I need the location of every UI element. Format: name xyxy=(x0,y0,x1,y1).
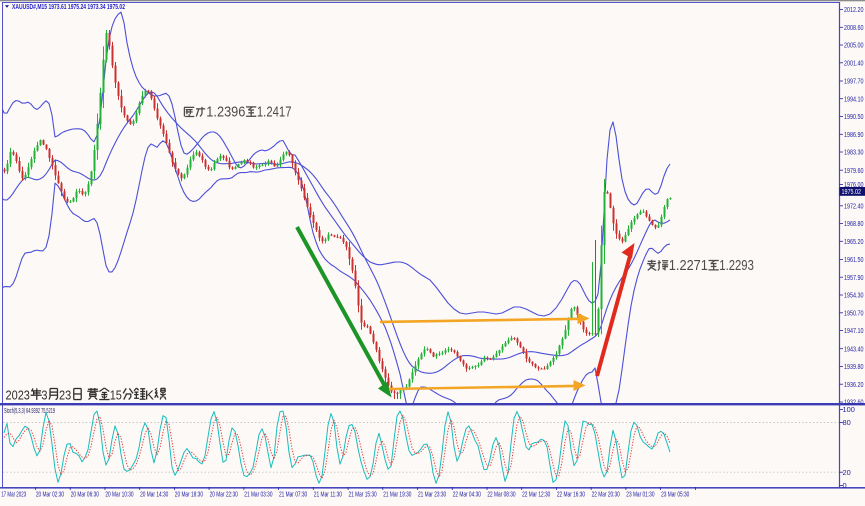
svg-text:1975.02: 1975.02 xyxy=(842,187,862,196)
svg-text:1957.90: 1957.90 xyxy=(844,273,864,282)
svg-text:22 Mar 08:30: 22 Mar 08:30 xyxy=(487,492,515,499)
svg-text:2005.00: 2005.00 xyxy=(844,41,864,50)
svg-text:1990.50: 1990.50 xyxy=(844,112,864,121)
svg-text:2012.20: 2012.20 xyxy=(844,5,864,14)
svg-text:2023: 2023 xyxy=(6,387,30,402)
svg-text:XAUUSD#,M15 1973.61 1975.24 1: XAUUSD#,M15 1973.61 1975.24 1973.34 1975… xyxy=(12,2,125,11)
svg-text:1968.80: 1968.80 xyxy=(844,219,864,228)
svg-text:22 Mar 16:30: 22 Mar 16:30 xyxy=(557,492,585,499)
svg-text:1936.20: 1936.20 xyxy=(844,380,864,389)
svg-text:2008.60: 2008.60 xyxy=(844,23,864,32)
svg-text:Stoch(5,3,3) 64.9392 75.5219: Stoch(5,3,3) 64.9392 75.5219 xyxy=(4,408,55,415)
svg-text:21 Mar 23:30: 21 Mar 23:30 xyxy=(418,492,446,499)
svg-text:20 Mar 02:30: 20 Mar 02:30 xyxy=(36,492,64,499)
svg-text:20 Mar 14:30: 20 Mar 14:30 xyxy=(140,492,168,499)
svg-text:21 Mar 11:30: 21 Mar 11:30 xyxy=(314,492,342,499)
svg-text:1997.70: 1997.70 xyxy=(844,77,864,86)
svg-text:80: 80 xyxy=(843,418,851,427)
svg-text:1994.10: 1994.10 xyxy=(844,94,864,103)
svg-text:21 Mar 19:30: 21 Mar 19:30 xyxy=(383,492,411,499)
svg-text:1979.60: 1979.60 xyxy=(844,166,864,175)
svg-text:17 Mar 2023: 17 Mar 2023 xyxy=(1,492,26,499)
svg-text:1972.40: 1972.40 xyxy=(844,201,864,210)
svg-text:2001.40: 2001.40 xyxy=(844,58,864,67)
svg-text:22 Mar 12:30: 22 Mar 12:30 xyxy=(522,492,550,499)
svg-text:20 Mar 10:30: 20 Mar 10:30 xyxy=(105,492,133,499)
svg-text:1950.70: 1950.70 xyxy=(844,308,864,317)
svg-text:1961.50: 1961.50 xyxy=(844,255,864,264)
svg-text:K: K xyxy=(145,387,154,402)
svg-text:21 Mar 03:30: 21 Mar 03:30 xyxy=(244,492,272,499)
svg-text:21 Mar 07:30: 21 Mar 07:30 xyxy=(279,492,307,499)
svg-text:1947.10: 1947.10 xyxy=(844,326,864,335)
svg-text:23 Mar 01:30: 23 Mar 01:30 xyxy=(626,492,654,499)
svg-text:22 Mar 20:30: 22 Mar 20:30 xyxy=(592,492,620,499)
svg-text:1939.80: 1939.80 xyxy=(844,362,864,371)
svg-text:21 Mar 15:30: 21 Mar 15:30 xyxy=(349,492,377,499)
svg-text:3: 3 xyxy=(41,387,47,402)
svg-text:23 Mar 05:30: 23 Mar 05:30 xyxy=(661,492,689,499)
svg-text:20 Mar 06:30: 20 Mar 06:30 xyxy=(71,492,99,499)
svg-text:20 Mar 22:30: 20 Mar 22:30 xyxy=(210,492,238,499)
svg-text:15: 15 xyxy=(110,387,122,402)
svg-text:1.2271: 1.2271 xyxy=(669,257,708,274)
svg-text:100: 100 xyxy=(843,405,855,414)
svg-text:1986.90: 1986.90 xyxy=(844,130,864,139)
svg-text:22 Mar 04:30: 22 Mar 04:30 xyxy=(453,492,481,499)
svg-text:20 Mar 18:30: 20 Mar 18:30 xyxy=(175,492,203,499)
svg-text:1965.20: 1965.20 xyxy=(844,237,864,246)
svg-text:1983.30: 1983.30 xyxy=(844,148,864,157)
svg-text:20: 20 xyxy=(843,468,851,477)
svg-text:0: 0 xyxy=(843,481,847,490)
svg-text:23: 23 xyxy=(59,387,71,402)
svg-text:1.2293: 1.2293 xyxy=(719,257,754,274)
svg-text:1954.30: 1954.30 xyxy=(844,291,864,300)
svg-text:1.2396: 1.2396 xyxy=(206,104,245,121)
svg-text:1943.40: 1943.40 xyxy=(844,344,864,353)
svg-text:1.2417: 1.2417 xyxy=(257,104,292,121)
